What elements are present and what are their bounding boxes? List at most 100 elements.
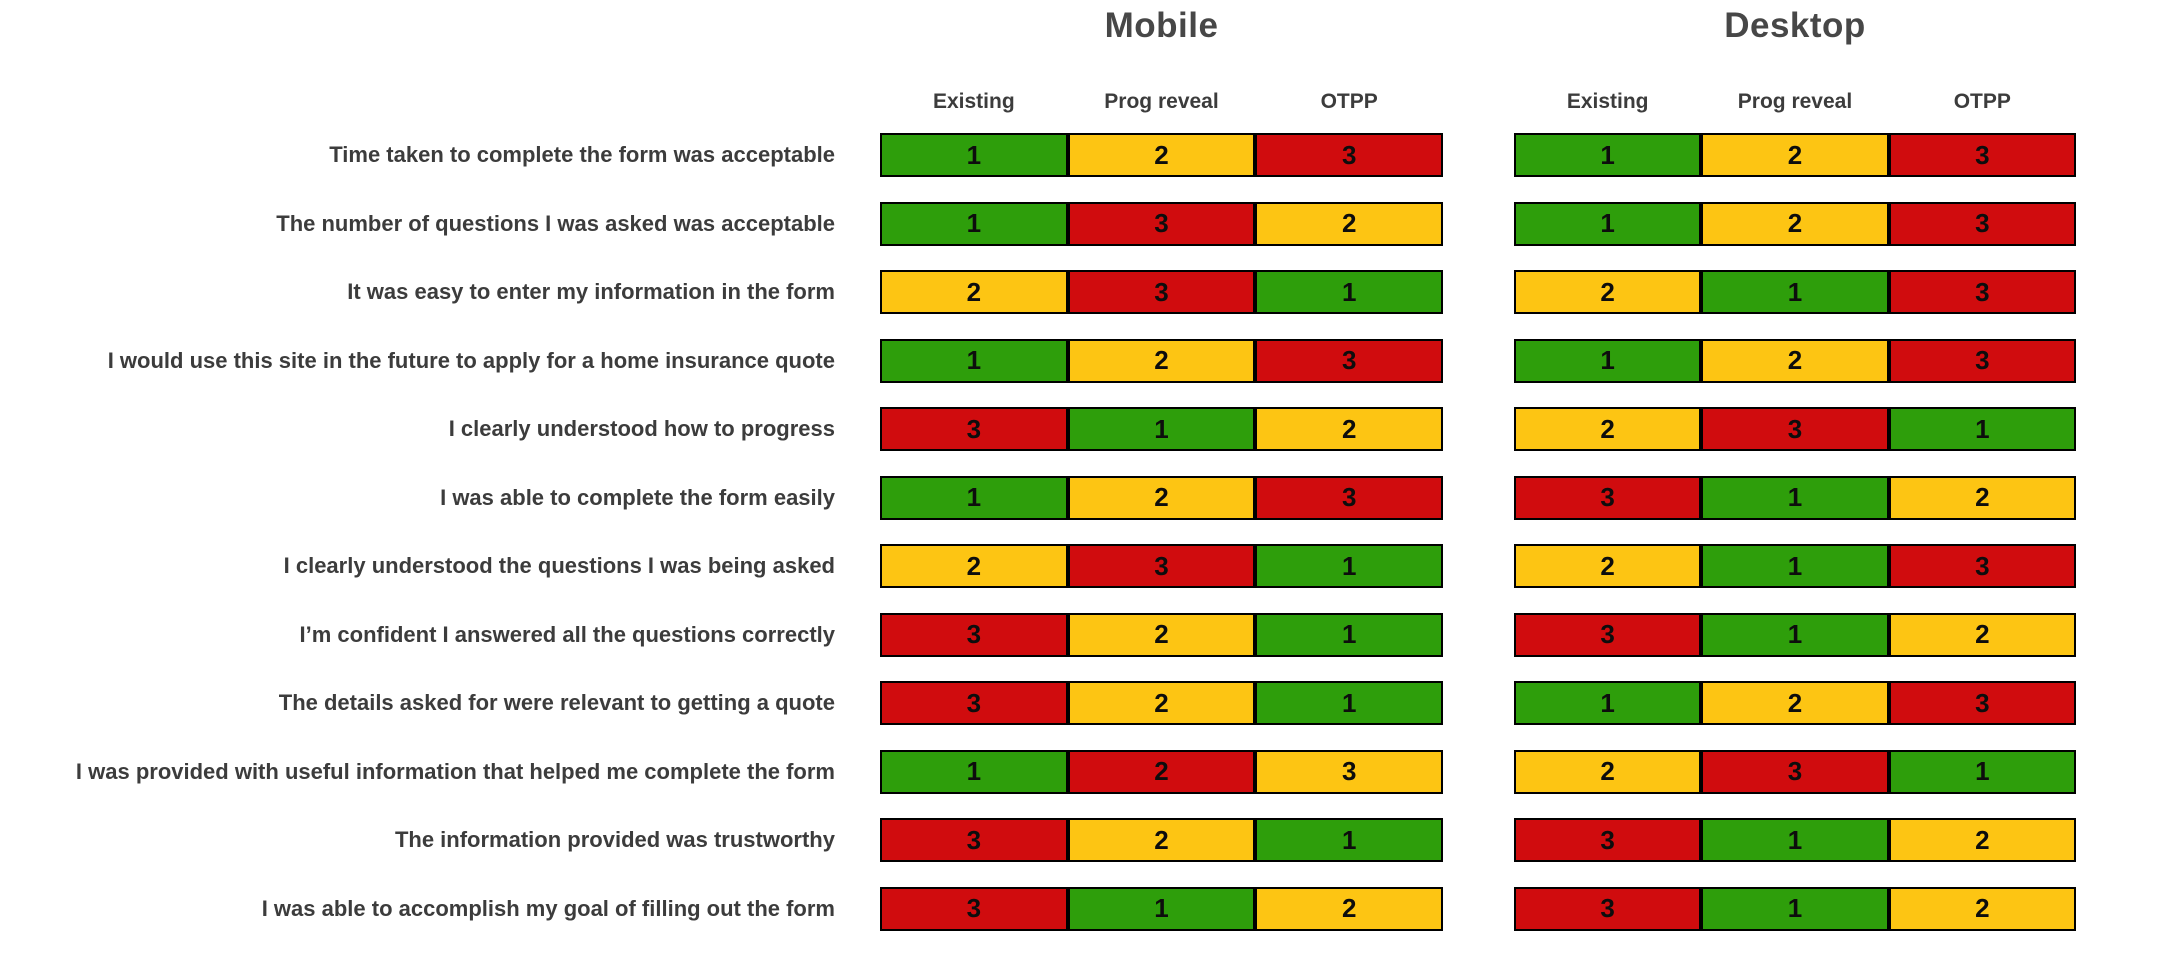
rank-cell-red: 3 — [1888, 544, 2076, 588]
row-label: I would use this site in the future to a… — [107, 347, 835, 373]
rank-cell-yellow: 2 — [1067, 612, 1256, 657]
group-title-mobile: Mobile — [1104, 6, 1219, 45]
rank-cell-green: 1 — [880, 133, 1068, 177]
column-header-desktop-otpp: OTPP — [1953, 90, 2011, 113]
column-header-desktop-prog-reveal: Prog reveal — [1737, 90, 1853, 113]
rank-cell-green: 1 — [1255, 818, 1444, 862]
rank-cell-yellow: 2 — [1701, 681, 1889, 725]
chart-row: Time taken to complete the form was acce… — [0, 133, 2161, 177]
rank-cell-yellow: 2 — [880, 270, 1068, 314]
rank-cell-green: 1 — [1701, 818, 1889, 862]
rank-cell-green: 1 — [1255, 612, 1444, 657]
rank-cell-red: 3 — [1514, 475, 1702, 520]
rank-cell-red: 3 — [1888, 133, 2076, 177]
rank-cell-yellow: 2 — [1888, 818, 2076, 862]
rank-cell-yellow: 2 — [1255, 407, 1444, 451]
chart-row: I was able to complete the form easily 1… — [0, 475, 2161, 520]
rank-cell-red: 3 — [880, 612, 1068, 657]
chart-row: It was easy to enter my information in t… — [0, 270, 2161, 314]
rank-cell-green: 1 — [1067, 886, 1256, 931]
rank-cell-green: 1 — [1514, 201, 1702, 246]
rank-cell-red: 3 — [1067, 270, 1256, 314]
rank-cell-green: 1 — [1701, 270, 1889, 314]
rank-cell-green: 1 — [1514, 133, 1702, 177]
rank-cell-red: 3 — [1255, 338, 1444, 383]
rank-cell-red: 3 — [1067, 544, 1256, 588]
rank-cell-red: 3 — [880, 407, 1068, 451]
rank-cell-yellow: 2 — [1067, 681, 1256, 725]
rank-cell-red: 3 — [1514, 612, 1702, 657]
rank-cell-green: 1 — [1514, 681, 1702, 725]
column-header-mobile-otpp: OTPP — [1320, 90, 1378, 113]
rank-cell-yellow: 2 — [1255, 886, 1444, 931]
row-label: Time taken to complete the form was acce… — [329, 142, 835, 168]
rank-cell-yellow: 2 — [1514, 544, 1702, 588]
rank-cell-yellow: 2 — [1067, 818, 1256, 862]
rank-cell-green: 1 — [1701, 612, 1889, 657]
rank-cell-yellow: 3 — [1255, 749, 1444, 794]
rank-cell-yellow: 2 — [1514, 407, 1702, 451]
rank-cell-red: 3 — [1888, 681, 2076, 725]
rank-cell-green: 1 — [1701, 886, 1889, 931]
row-label: I was able to accomplish my goal of fill… — [261, 895, 835, 921]
rank-cell-red: 3 — [1888, 201, 2076, 246]
rank-cell-yellow: 2 — [1067, 133, 1256, 177]
rank-cell-yellow: 2 — [1888, 886, 2076, 931]
row-label: I was provided with useful information t… — [75, 758, 835, 784]
rank-cell-yellow: 2 — [1888, 612, 2076, 657]
rank-cell-yellow: 2 — [1067, 475, 1256, 520]
rank-cell-green: 1 — [880, 475, 1068, 520]
rank-cell-green: 1 — [1255, 544, 1444, 588]
group-title-desktop: Desktop — [1724, 6, 1866, 45]
rank-cell-red: 3 — [1255, 475, 1444, 520]
chart-row: The information provided was trustworthy… — [0, 818, 2161, 862]
rank-cell-green: 1 — [880, 338, 1068, 383]
rank-cell-red: 3 — [880, 818, 1068, 862]
row-label: The details asked for were relevant to g… — [278, 690, 835, 716]
rank-cell-red: 3 — [1255, 133, 1444, 177]
rank-cell-red: 3 — [1067, 201, 1256, 246]
rank-cell-red: 3 — [880, 681, 1068, 725]
row-label: I was able to complete the form easily — [440, 484, 835, 510]
column-headers-mobile: Existing Prog reveal OTPP — [880, 88, 1443, 116]
row-label: It was easy to enter my information in t… — [347, 279, 835, 305]
rank-cell-yellow: 2 — [1701, 133, 1889, 177]
rank-cell-yellow: 2 — [1067, 338, 1256, 383]
rank-cell-red: 3 — [1888, 270, 2076, 314]
row-label: I’m confident I answered all the questio… — [299, 621, 835, 647]
chart-row: I clearly understood the questions I was… — [0, 544, 2161, 588]
rank-cell-red: 3 — [1701, 749, 1889, 794]
rank-cell-yellow: 2 — [1888, 475, 2076, 520]
rank-cell-red: 2 — [1067, 749, 1256, 794]
rank-cell-red: 3 — [1514, 886, 1702, 931]
column-header-mobile-existing: Existing — [932, 90, 1015, 113]
rank-cell-green: 1 — [1888, 407, 2076, 451]
rank-cell-green: 1 — [1255, 681, 1444, 725]
rank-cell-red: 3 — [1701, 407, 1889, 451]
chart-row: I was provided with useful information t… — [0, 749, 2161, 794]
rank-cell-green: 1 — [880, 201, 1068, 246]
rank-cell-green: 1 — [1701, 475, 1889, 520]
rank-cell-yellow: 2 — [1701, 201, 1889, 246]
